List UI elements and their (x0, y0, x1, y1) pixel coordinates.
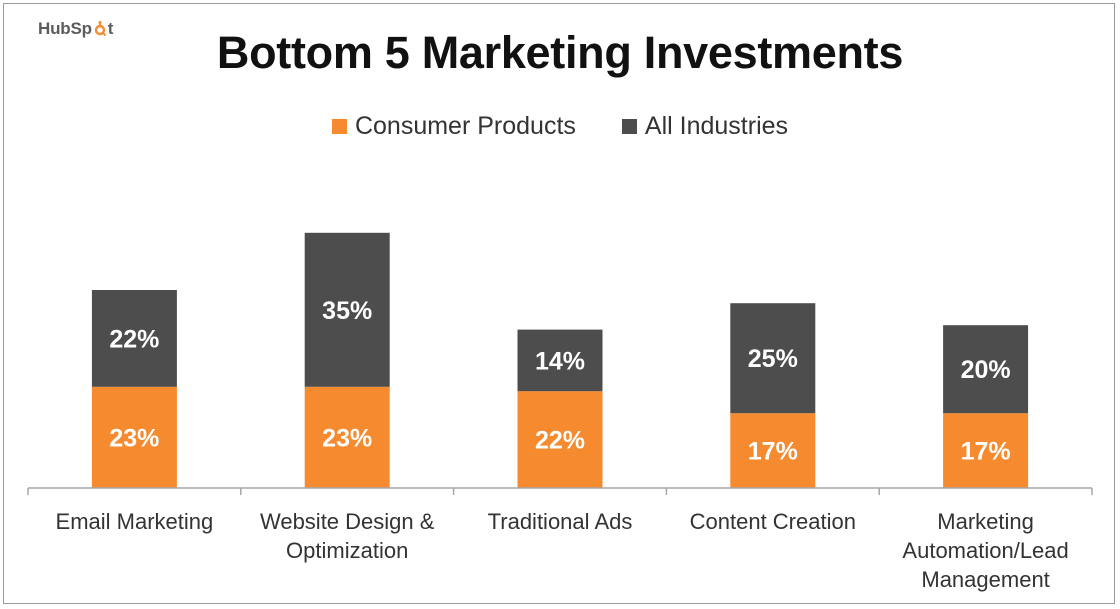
legend-item-all-industries: All Industries (621, 112, 789, 141)
hubspot-logo: HubSp t (38, 14, 113, 44)
data-label-consumer-products-2: 22% (535, 427, 585, 455)
data-label-consumer-products-3: 17% (748, 438, 798, 466)
data-label-consumer-products-1: 23% (322, 424, 372, 452)
bar-all-industries-3 (730, 303, 816, 414)
bar-all-industries-0 (91, 290, 177, 387)
legend-item-consumer-products: Consumer Products (331, 112, 576, 141)
legend-label-consumer-products: Consumer Products (354, 112, 576, 140)
category-label-4-line-1: Automation/Lead (902, 538, 1068, 563)
category-label-3-line-0: Content Creation (690, 509, 856, 534)
logo-text-right: t (107, 19, 114, 38)
data-label-all-industries-3: 25% (748, 345, 798, 373)
category-label-0-line-0: Email Marketing (56, 509, 214, 534)
bar-all-industries-2 (517, 329, 603, 392)
data-label-all-industries-2: 14% (535, 347, 585, 375)
category-label-4-line-2: Management (921, 567, 1049, 592)
bar-consumer-products-1 (304, 386, 390, 488)
bar-consumer-products-3 (730, 413, 816, 488)
data-label-all-industries-0: 22% (109, 325, 159, 353)
data-label-all-industries-4: 20% (961, 356, 1011, 384)
bar-consumer-products-0 (91, 386, 177, 488)
chart-title: Bottom 5 Marketing Investments (216, 27, 904, 78)
data-label-all-industries-1: 35% (322, 297, 372, 325)
sprocket-icon (94, 21, 106, 37)
bar-all-industries-4 (943, 325, 1029, 414)
bar-consumer-products-4 (943, 413, 1029, 488)
category-label-1-line-1: Optimization (286, 538, 408, 563)
legend-label-all-industries: All Industries (644, 112, 789, 140)
category-label-2-line-0: Traditional Ads (488, 509, 633, 534)
bar-all-industries-1 (304, 232, 390, 387)
data-label-consumer-products-4: 17% (961, 438, 1011, 466)
logo-text-left: HubSp (38, 19, 92, 38)
category-label-4-line-0: Marketing (937, 509, 1034, 534)
legend-swatch-all-industries (621, 119, 637, 134)
legend-swatch-consumer-products (331, 119, 347, 134)
category-label-1-line-0: Website Design & (260, 509, 435, 534)
bar-consumer-products-2 (517, 391, 603, 488)
chart-frame (3, 3, 1115, 604)
data-label-consumer-products-0: 23% (109, 424, 159, 452)
chart-legend: Consumer Products All Industries (0, 112, 1120, 141)
